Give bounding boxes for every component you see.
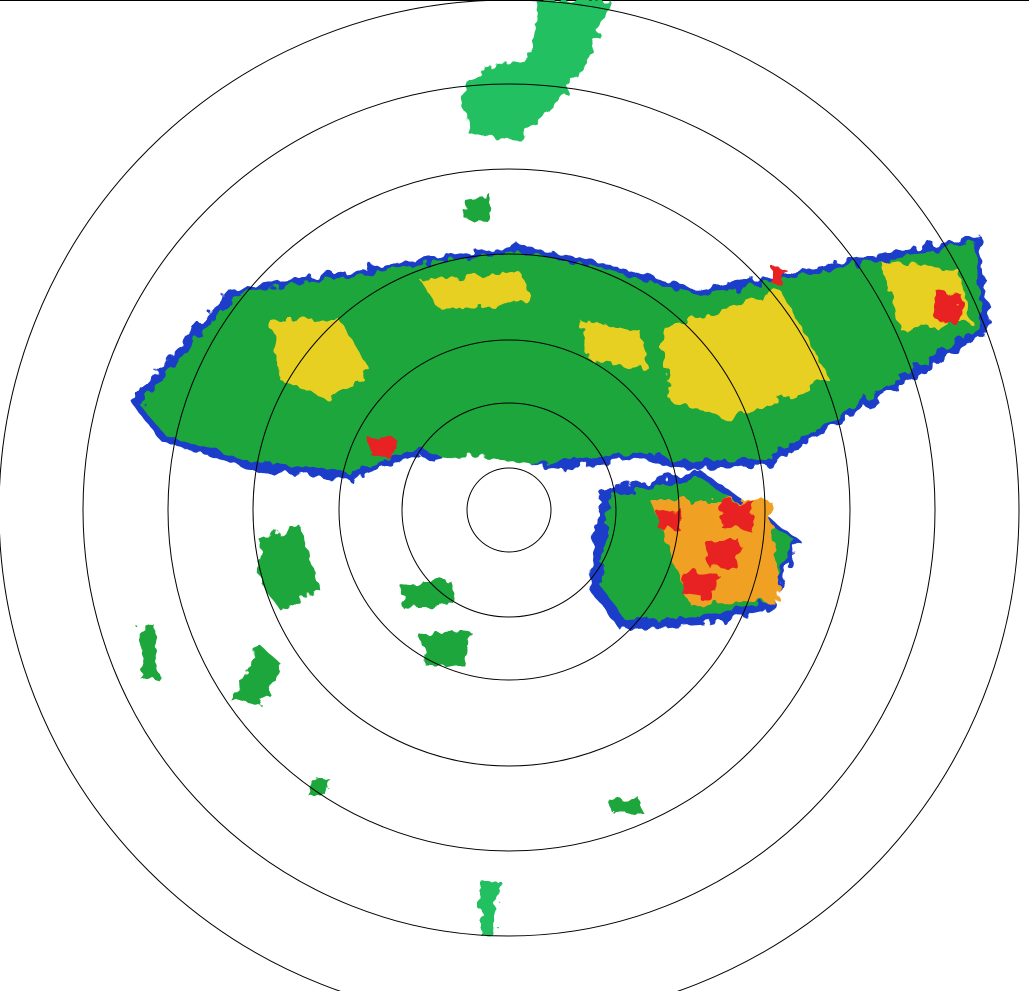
echo-red (655, 510, 685, 530)
echo-yellow (660, 290, 830, 420)
echo-red (770, 265, 785, 285)
echo-green (420, 630, 470, 665)
echo-layer (130, 0, 990, 935)
echo-green (610, 798, 642, 812)
range-ring (167, 168, 851, 852)
range-ring (466, 467, 552, 553)
range-ring (82, 83, 936, 937)
range-ring (401, 402, 617, 618)
echo-green (400, 580, 455, 610)
echo-green (258, 525, 320, 610)
echo-green (140, 625, 158, 680)
echo-green (308, 778, 330, 795)
echo-red (705, 540, 740, 570)
range-ring (252, 253, 766, 767)
range-ring (338, 339, 680, 681)
echo-yellow (580, 320, 650, 370)
echo-green (460, 0, 610, 140)
echo-green (465, 195, 492, 222)
echo-red (680, 570, 720, 600)
echo-red (370, 438, 395, 458)
clear-area (395, 455, 600, 590)
echo-yellow (420, 272, 530, 310)
echo-yellow (270, 320, 370, 400)
echo-red (720, 500, 755, 530)
echo-red (935, 290, 962, 325)
echo-green (480, 880, 500, 935)
echo-green (140, 242, 982, 472)
echo-green (230, 645, 282, 705)
